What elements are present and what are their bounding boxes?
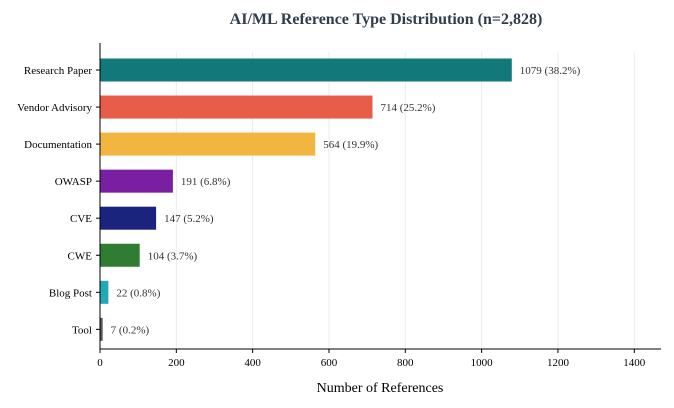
- x-tick-label: 0: [97, 357, 103, 369]
- bar-value-label: 564 (19.9%): [323, 139, 378, 151]
- bars: 1079 (38.2%) 714 (25.2%) 564 (19.9%) 191 (6…: [100, 58, 581, 341]
- bar-value-label: 22 (0.8%): [116, 287, 160, 299]
- bar-value-label: 104 (3.7%): [148, 250, 198, 262]
- bar-value-label: 191 (6.8%): [181, 176, 231, 188]
- x-tick-label: 1400: [623, 357, 646, 369]
- bar: [100, 95, 373, 119]
- y-tick-label: OWASP: [55, 176, 92, 188]
- x-tick-label: 200: [168, 357, 185, 369]
- y-tick-label: Vendor Advisory: [17, 102, 92, 114]
- y-tick-label: CVE: [70, 213, 92, 225]
- x-axis: 0 200 400 600 800 1000 1200 1400: [97, 348, 661, 369]
- bar-value-label: 147 (5.2%): [164, 213, 214, 225]
- bar: [100, 132, 316, 156]
- y-tick-label: CWE: [68, 250, 93, 262]
- x-tick-label: 800: [397, 357, 414, 369]
- bar: [100, 169, 173, 193]
- y-tick-label: Documentation: [24, 139, 92, 151]
- y-axis: Research Paper Vendor Advisory Documentati…: [17, 43, 101, 349]
- x-tick-label: 1000: [471, 357, 494, 369]
- x-tick-label: 400: [244, 357, 261, 369]
- chart-title: AI/ML Reference Type Distribution (n=2,8…: [230, 11, 543, 28]
- x-tick-label: 600: [321, 357, 338, 369]
- bar: [100, 317, 103, 341]
- y-tick-label: Tool: [72, 324, 92, 336]
- bar: [100, 243, 140, 267]
- y-tick-label: Research Paper: [24, 65, 92, 77]
- x-tick-label: 1200: [547, 357, 570, 369]
- bar: [100, 280, 109, 304]
- bar-value-label: 1079 (38.2%): [520, 65, 581, 77]
- bar: [100, 206, 157, 230]
- x-axis-label: Number of References: [317, 381, 444, 396]
- y-tick-label: Blog Post: [49, 287, 92, 299]
- bar-value-label: 714 (25.2%): [380, 102, 435, 114]
- bar: [100, 58, 512, 82]
- bar-value-label: 7 (0.2%): [111, 324, 150, 336]
